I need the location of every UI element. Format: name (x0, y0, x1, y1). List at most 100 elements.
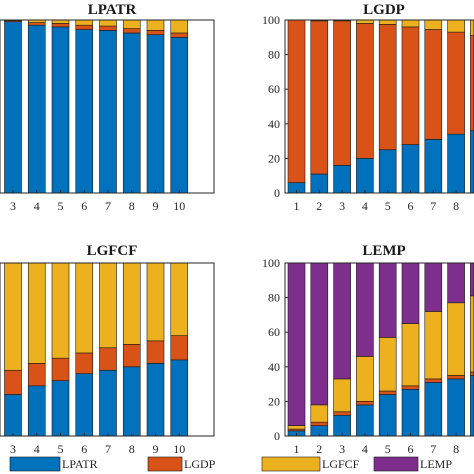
y-tick-label-60: 60 (268, 325, 280, 339)
bar-lgfcf-5 (51, 20, 70, 24)
bar-lgdp-1 (287, 20, 306, 183)
bar-lgdp-8 (447, 375, 465, 380)
x-tick-label-8: 8 (453, 442, 459, 456)
x-tick-label-4: 4 (34, 199, 40, 213)
bar-lgdp-2 (310, 20, 329, 175)
bar-lgfcf-8 (122, 20, 141, 29)
bar-lpatr-10 (170, 359, 189, 436)
bar-lgdp-7 (99, 347, 117, 371)
bar-lpatr-9 (470, 375, 474, 436)
bar-lgdp-9 (470, 371, 474, 376)
bar-lpatr-7 (99, 369, 117, 436)
bar-lpatr-10 (170, 36, 189, 193)
bar-lemp-1 (287, 263, 306, 426)
panel-lpatr: LPATR 3 4 5 6 7 8 9 10 (0, 2, 215, 213)
y-tick-label-40: 40 (268, 117, 280, 131)
x-tick-label-2: 2 (316, 442, 322, 456)
bar-lgfcf-9 (146, 263, 165, 342)
bar-lgdp-3 (4, 369, 22, 395)
bar-lgdp-5 (378, 390, 397, 395)
x-tick-label-5: 5 (385, 442, 391, 456)
bar-lgfcf-6 (401, 20, 420, 28)
bar-lpatr-3 (4, 394, 22, 436)
axes-box (284, 19, 474, 194)
bar-lemp-8 (447, 263, 465, 304)
legend-swatch-lgfcf (261, 456, 321, 472)
bar-lgfcf-8 (447, 302, 465, 376)
bar-lgfcf-5 (378, 337, 397, 392)
bar-lgfcf-8 (447, 20, 465, 33)
bar-lgfcf-5 (51, 263, 70, 359)
bar-lgfcf-4 (27, 20, 46, 23)
bar-lpatr-9 (146, 363, 165, 436)
panel-lgfcf: LGFCF 3 4 5 6 7 8 9 10 (0, 243, 215, 456)
bar-lgfcf-10 (170, 263, 189, 336)
y-tick-label-40: 40 (268, 360, 280, 374)
bar-lpatr-4 (27, 385, 46, 436)
legend-label-lemp: LEMP (420, 457, 452, 471)
bar-lgdp-7 (99, 25, 117, 31)
bar-lgdp-5 (51, 357, 70, 381)
bar-lpatr-9 (146, 34, 165, 193)
legend-swatch-lemp (373, 456, 419, 472)
bar-lgfcf-4 (356, 20, 374, 24)
bar-lpatr-7 (99, 30, 117, 193)
bar-lgdp-10 (170, 335, 189, 361)
bar-lemp-5 (378, 263, 397, 338)
bar-lemp-9 (470, 263, 474, 297)
bar-lgdp-2 (310, 421, 329, 426)
bars (4, 263, 189, 436)
bar-lpatr-8 (122, 366, 141, 436)
y-tick-label-20: 20 (268, 151, 280, 165)
bar-lemp-7 (424, 263, 443, 312)
bar-lpatr-8 (447, 133, 465, 193)
bar-lgdp-7 (424, 378, 443, 383)
bar-lgdp-5 (51, 23, 70, 28)
bar-lgfcf-7 (424, 311, 443, 380)
bars (287, 20, 474, 193)
x-tick-label-9: 9 (153, 442, 159, 456)
bar-lgfcf-9 (470, 295, 474, 373)
panel-title: LEMP (362, 243, 405, 259)
x-tick-label-4: 4 (34, 442, 40, 456)
x-tick-label-3: 3 (10, 442, 16, 456)
y-tick-label-80: 80 (268, 291, 280, 305)
bar-lgdp-5 (378, 24, 397, 151)
x-tick-label-6: 6 (408, 199, 414, 213)
x-tick-label-2: 2 (316, 199, 322, 213)
bar-lemp-2 (310, 263, 329, 406)
bar-lgdp-3 (333, 411, 351, 416)
legend-swatch-lgdp (147, 456, 183, 472)
bar-lpatr-4 (356, 404, 374, 436)
bar-lpatr-9 (470, 130, 474, 193)
bar-lpatr-8 (447, 378, 465, 436)
x-tick-label-8: 8 (129, 199, 135, 213)
bar-lpatr-8 (122, 32, 141, 193)
bar-lgfcf-3 (333, 378, 351, 413)
panel-title: LGDP (363, 2, 405, 18)
bars (4, 20, 189, 193)
bar-lemp-4 (356, 263, 374, 357)
bar-lgfcf-4 (356, 356, 374, 402)
y-tick-label-0: 0 (274, 429, 280, 443)
x-tick-label-6: 6 (81, 442, 87, 456)
bar-lgfcf-6 (75, 263, 94, 354)
bar-lgfcf-9 (146, 20, 165, 31)
bar-lgdp-6 (75, 352, 94, 375)
bar-lpatr-5 (378, 149, 397, 193)
axes-box (0, 262, 215, 437)
x-tick-label-8: 8 (453, 199, 459, 213)
bar-lpatr-5 (378, 394, 397, 436)
bar-lgdp-4 (356, 23, 374, 159)
bar-lgfcf-5 (378, 20, 397, 25)
bar-lgdp-6 (401, 385, 420, 390)
bar-lgdp-10 (170, 32, 189, 38)
bar-lpatr-6 (75, 373, 94, 436)
x-tick-label-10: 10 (173, 442, 185, 456)
bar-lgdp-3 (333, 20, 351, 166)
x-tick-label-9: 9 (153, 199, 159, 213)
bar-lgfcf-10 (170, 20, 189, 34)
bar-lpatr-7 (424, 382, 443, 436)
